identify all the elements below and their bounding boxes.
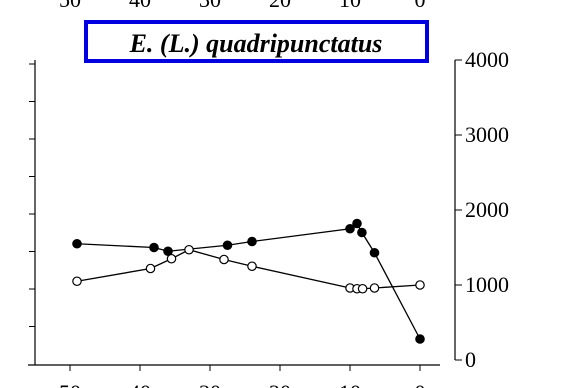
series-1-point (247, 236, 257, 247)
series-1-point (415, 334, 425, 344)
chart-title: E. (L.) quadripunctatus (129, 29, 383, 58)
series-1-line (76, 222, 421, 340)
top-axis-tick-label: 40 (129, 0, 151, 12)
series-1-point (222, 240, 233, 251)
top-axis-tick-label: 0 (415, 0, 426, 12)
bottom-axis-tick-label: 10 (339, 380, 361, 388)
series-2-point (219, 254, 229, 265)
title-layer: E. (L.) quadripunctatus (84, 20, 429, 63)
series-1-point (72, 238, 82, 249)
bottom-axis-tick-label: 30 (199, 380, 221, 388)
top-axis-tick-label: 20 (269, 0, 291, 12)
title-box (84, 20, 429, 63)
series-2-point (145, 263, 156, 274)
series-1-point (345, 223, 355, 234)
series-2-point (72, 276, 82, 287)
series-1-point (357, 227, 367, 238)
bottom-axis-tick-label: 40 (129, 380, 151, 388)
right-axis-tick-label: 0 (465, 347, 476, 372)
top-axis-tick-label: 10 (339, 0, 361, 12)
right-axis-tick-label: 2000 (465, 197, 509, 222)
right-axis-tick-label: 1000 (465, 272, 509, 297)
top-axis-tick-label: 50 (59, 0, 81, 12)
top-axis-tick-label: 30 (199, 0, 221, 12)
series-1-point (149, 242, 159, 253)
series-2-point (184, 244, 194, 255)
bottom-axis-tick-label: 20 (269, 380, 291, 388)
series-2-point (357, 283, 368, 294)
series-2-point (415, 280, 425, 290)
right-axis-tick-label: 4000 (465, 47, 509, 72)
bottom-axis-tick-label: 0 (415, 380, 426, 388)
series-1-point (163, 246, 173, 257)
right-axis-tick-label: 3000 (465, 122, 509, 147)
series-2-point (369, 283, 380, 293)
series-1-point (352, 218, 362, 229)
bottom-axis-tick-label: 50 (59, 380, 81, 388)
series-2-point (166, 253, 177, 264)
series-2-point (247, 261, 257, 272)
axes: 010002000300040005050404030302020101000 (28, 0, 509, 388)
series-1-point (369, 247, 380, 258)
series-layer (72, 218, 425, 344)
